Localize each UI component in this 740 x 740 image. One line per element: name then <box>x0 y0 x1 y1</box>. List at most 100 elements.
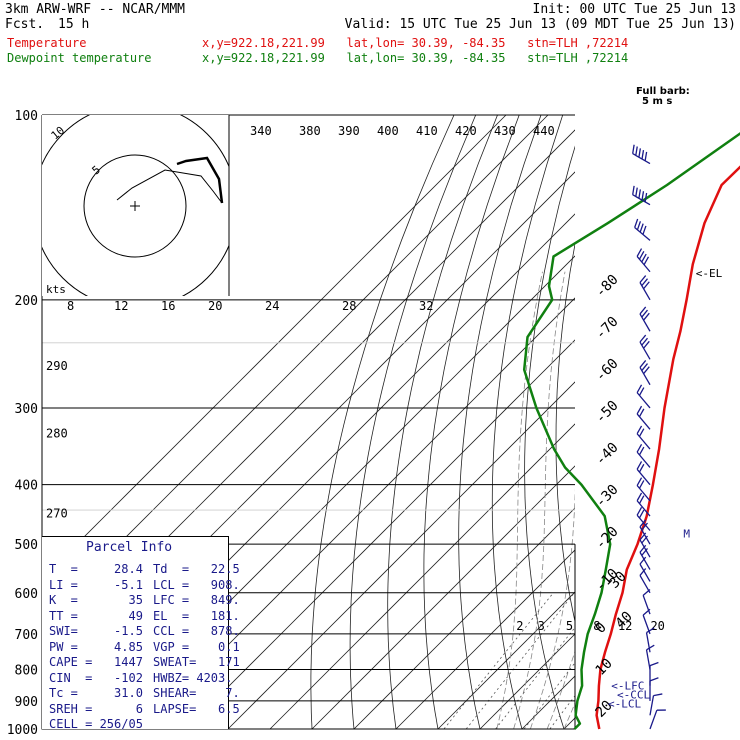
wind-barb-flag <box>638 509 645 519</box>
pressure-label: 1000 <box>7 723 38 738</box>
isotherm-label: -60 <box>593 356 622 385</box>
pressure-label: 600 <box>15 587 38 602</box>
wind-barb <box>649 693 663 716</box>
wind-barb-flag <box>643 281 650 290</box>
parcel-info-left: TT = 49 <box>49 608 143 623</box>
pressure-label: 900 <box>15 695 38 710</box>
wind-barb-flag <box>638 251 645 260</box>
wind-barb-flag <box>638 428 645 437</box>
level-marker: M <box>683 527 690 540</box>
wind-barb-flag <box>641 253 647 263</box>
wind-barb-flag <box>638 480 645 489</box>
wind-barb-flag <box>636 492 643 502</box>
wind-barb-flag <box>632 185 635 195</box>
mixing-ratio-label: 20 <box>650 619 664 633</box>
isotherm <box>690 115 740 729</box>
moist-adiabat <box>530 487 575 729</box>
parcel-info-right: HWBZ= 4203. <box>153 670 233 685</box>
fcst-value: 15 h <box>58 17 90 32</box>
hodograph-x-label: 32 <box>419 299 433 313</box>
level-marker: <-EL <box>696 267 723 280</box>
theta-e-label: 400 <box>377 124 399 138</box>
isotherm <box>42 115 549 622</box>
wind-barb <box>649 677 659 701</box>
wind-barb-flag <box>642 225 647 235</box>
mixing-ratio-label: 3 <box>538 619 545 633</box>
mixing-ratio-label: 8 <box>593 619 600 633</box>
plot-frame <box>41 115 575 730</box>
parcel-info-left: Tc = 31.0 <box>49 686 143 700</box>
theta-e-label: 430 <box>494 124 516 138</box>
parcel-info-right: CCL = 878. <box>153 624 240 638</box>
hodograph-trace-bold <box>176 156 224 204</box>
parcel-info-right: Td = 22.5 <box>153 562 240 576</box>
wind-barb-flag <box>635 187 638 197</box>
wind-barb-flag <box>639 275 647 283</box>
wind-barb <box>636 443 651 468</box>
parcel-info-row: SREH = 6 LAPSE= 6.5 <box>49 702 240 718</box>
parcel-info-left: K = 35 <box>49 593 143 607</box>
isotherm <box>563 717 575 729</box>
isotherm <box>311 465 575 729</box>
wind-barb-flag <box>644 151 648 161</box>
dry-adiabat <box>524 145 575 729</box>
legend-dewpoint-info: x,y=922.18,221.99 lat,lon= 30.39, -84.35… <box>202 51 629 65</box>
mixing-ratio-label: 2 <box>516 619 523 633</box>
dry-adiabat <box>698 115 740 729</box>
wind-barb-flag <box>644 192 648 203</box>
theta-e-label: 440 <box>533 124 555 138</box>
wind-barb-flag <box>642 588 651 596</box>
legend-temperature-info: x,y=922.18,221.99 lat,lon= 30.39, -84.35… <box>202 36 629 50</box>
dry-adiabat <box>423 115 520 729</box>
dry-adiabat <box>586 115 648 729</box>
legend-dewpoint-label: Dewpoint temperature <box>7 51 152 65</box>
hodograph-x-label: 16 <box>161 299 175 313</box>
moist-adiabat <box>546 649 575 729</box>
wind-barb-flag <box>641 363 648 371</box>
wind-barb-flag <box>639 544 647 553</box>
wind-barb <box>639 334 651 360</box>
wind-barb-flag <box>643 256 650 266</box>
pressure-label: 800 <box>15 663 38 678</box>
wind-barb <box>632 144 651 165</box>
wind-barb-flag <box>636 461 643 470</box>
wind-barb-flag <box>642 608 651 616</box>
wind-barb-flag <box>639 360 647 368</box>
wind-barb-flag <box>649 661 659 667</box>
wind-barb <box>636 461 651 486</box>
parcel-info-rows: T = 28.4 Td = 22.5 LI = -5.1 LCL = 908. K = … <box>49 562 240 733</box>
wind-barb <box>632 185 651 206</box>
theta-label: 280 <box>46 426 68 440</box>
parcel-info-right: EL = 181. <box>153 608 240 623</box>
isotherm-label: -80 <box>593 272 622 301</box>
parcel-info-left: PW = 4.85 <box>49 639 143 654</box>
hodograph-units-label: kts <box>46 283 66 296</box>
hodograph-x-label: 28 <box>342 299 356 313</box>
dry-adiabat <box>616 115 690 729</box>
wind-barb <box>636 477 651 502</box>
parcel-info-left: LI = -5.1 <box>49 577 143 592</box>
dry-adiabat <box>387 115 498 729</box>
wind-barb-staff <box>639 575 651 594</box>
theta-label: 270 <box>46 506 68 520</box>
parcel-info-right: SWEAT= 171 <box>153 655 240 669</box>
pressure-label: 500 <box>15 538 38 553</box>
barb-key-units: 5 m s <box>642 96 672 107</box>
wind-barb-flag <box>635 146 638 156</box>
hodograph-trace <box>116 169 223 204</box>
wind-barb <box>639 275 651 301</box>
dry-adiabat <box>672 115 740 729</box>
parcel-info-left: CAPE = 1447 <box>49 655 143 669</box>
wind-barb-flag <box>636 405 643 415</box>
parcel-info-right: SHEAR= 7. <box>153 686 240 700</box>
wind-barb-flag <box>638 148 642 158</box>
level-marker: <-LFC <box>611 679 644 692</box>
parcel-info-row: T = 28.4 Td = 22.5 <box>49 562 240 578</box>
wind-barb-flag <box>639 556 647 565</box>
wind-barb <box>639 544 651 570</box>
dry-adiabat <box>349 115 477 729</box>
wind-barb-flag <box>636 221 642 231</box>
moist-adiabat <box>598 272 740 729</box>
pressure-label: 700 <box>15 628 38 643</box>
wind-barb <box>636 492 651 517</box>
